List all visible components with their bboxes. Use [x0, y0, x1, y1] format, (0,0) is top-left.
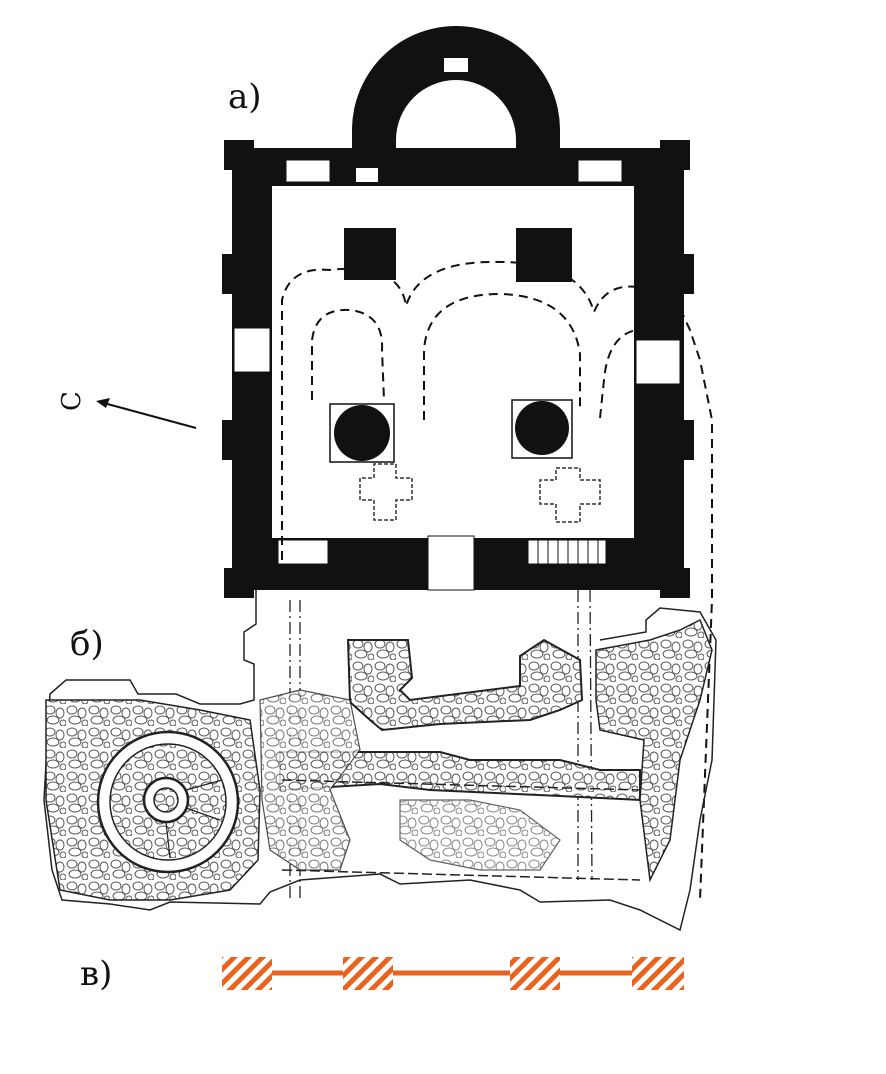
window-opening: [285, 159, 331, 183]
buttress: [680, 254, 694, 294]
north-arrow: [96, 398, 197, 429]
scale-segment: [510, 957, 560, 990]
window-opening: [577, 159, 623, 183]
rubble-wall-segment: [346, 638, 584, 732]
rubble-wall-segment: [595, 618, 713, 883]
round-structure-core: [153, 787, 179, 813]
label-plan-a: а): [228, 77, 262, 117]
round-pier: [515, 401, 569, 455]
cross-pier-outline: [539, 467, 601, 523]
earlier-church-arch: [423, 292, 581, 420]
rubble-wall-segment: [259, 689, 361, 871]
apse-wall: [352, 26, 560, 175]
plan-a-group: [222, 26, 713, 901]
plan-b-group: [43, 589, 717, 932]
foundation-bay-outline: [281, 779, 641, 881]
square-pier: [344, 228, 396, 280]
rubble-wall-segment: [399, 799, 561, 871]
excavated-foundation-outline: [43, 590, 717, 932]
buttress: [222, 254, 236, 294]
scale-bar: [222, 957, 684, 990]
church-outer-walls: [232, 148, 684, 590]
buttress: [222, 420, 236, 460]
pier-base: [329, 403, 395, 463]
label-scale: в): [80, 954, 113, 994]
earlier-church-outline: [281, 260, 713, 901]
window-opening: [356, 168, 378, 182]
apse-window: [444, 58, 468, 72]
round-pier: [334, 405, 390, 461]
scale-segment: [343, 957, 393, 990]
buttress: [224, 568, 254, 598]
square-pier: [516, 228, 572, 282]
buttress: [224, 140, 254, 170]
buttress: [680, 420, 694, 460]
buttress: [660, 568, 690, 598]
cross-pier-outline: [359, 463, 413, 521]
window-opening: [635, 339, 681, 385]
scale-segment: [632, 957, 684, 990]
scale-segment: [222, 957, 272, 990]
label-plan-b: б): [70, 624, 104, 664]
round-structure-spoke: [165, 779, 223, 859]
stairs: [527, 539, 607, 565]
window-opening: [233, 327, 271, 373]
earlier-church-arch: [311, 308, 385, 401]
earlier-church-arch: [599, 329, 637, 419]
arrow-head: [96, 398, 110, 408]
label-north: С: [56, 391, 87, 411]
window-opening: [277, 539, 329, 565]
west-portal: [427, 535, 475, 591]
arrow-up-left-icon: [99, 401, 197, 429]
buttress: [660, 140, 690, 170]
pier-base: [511, 399, 573, 459]
